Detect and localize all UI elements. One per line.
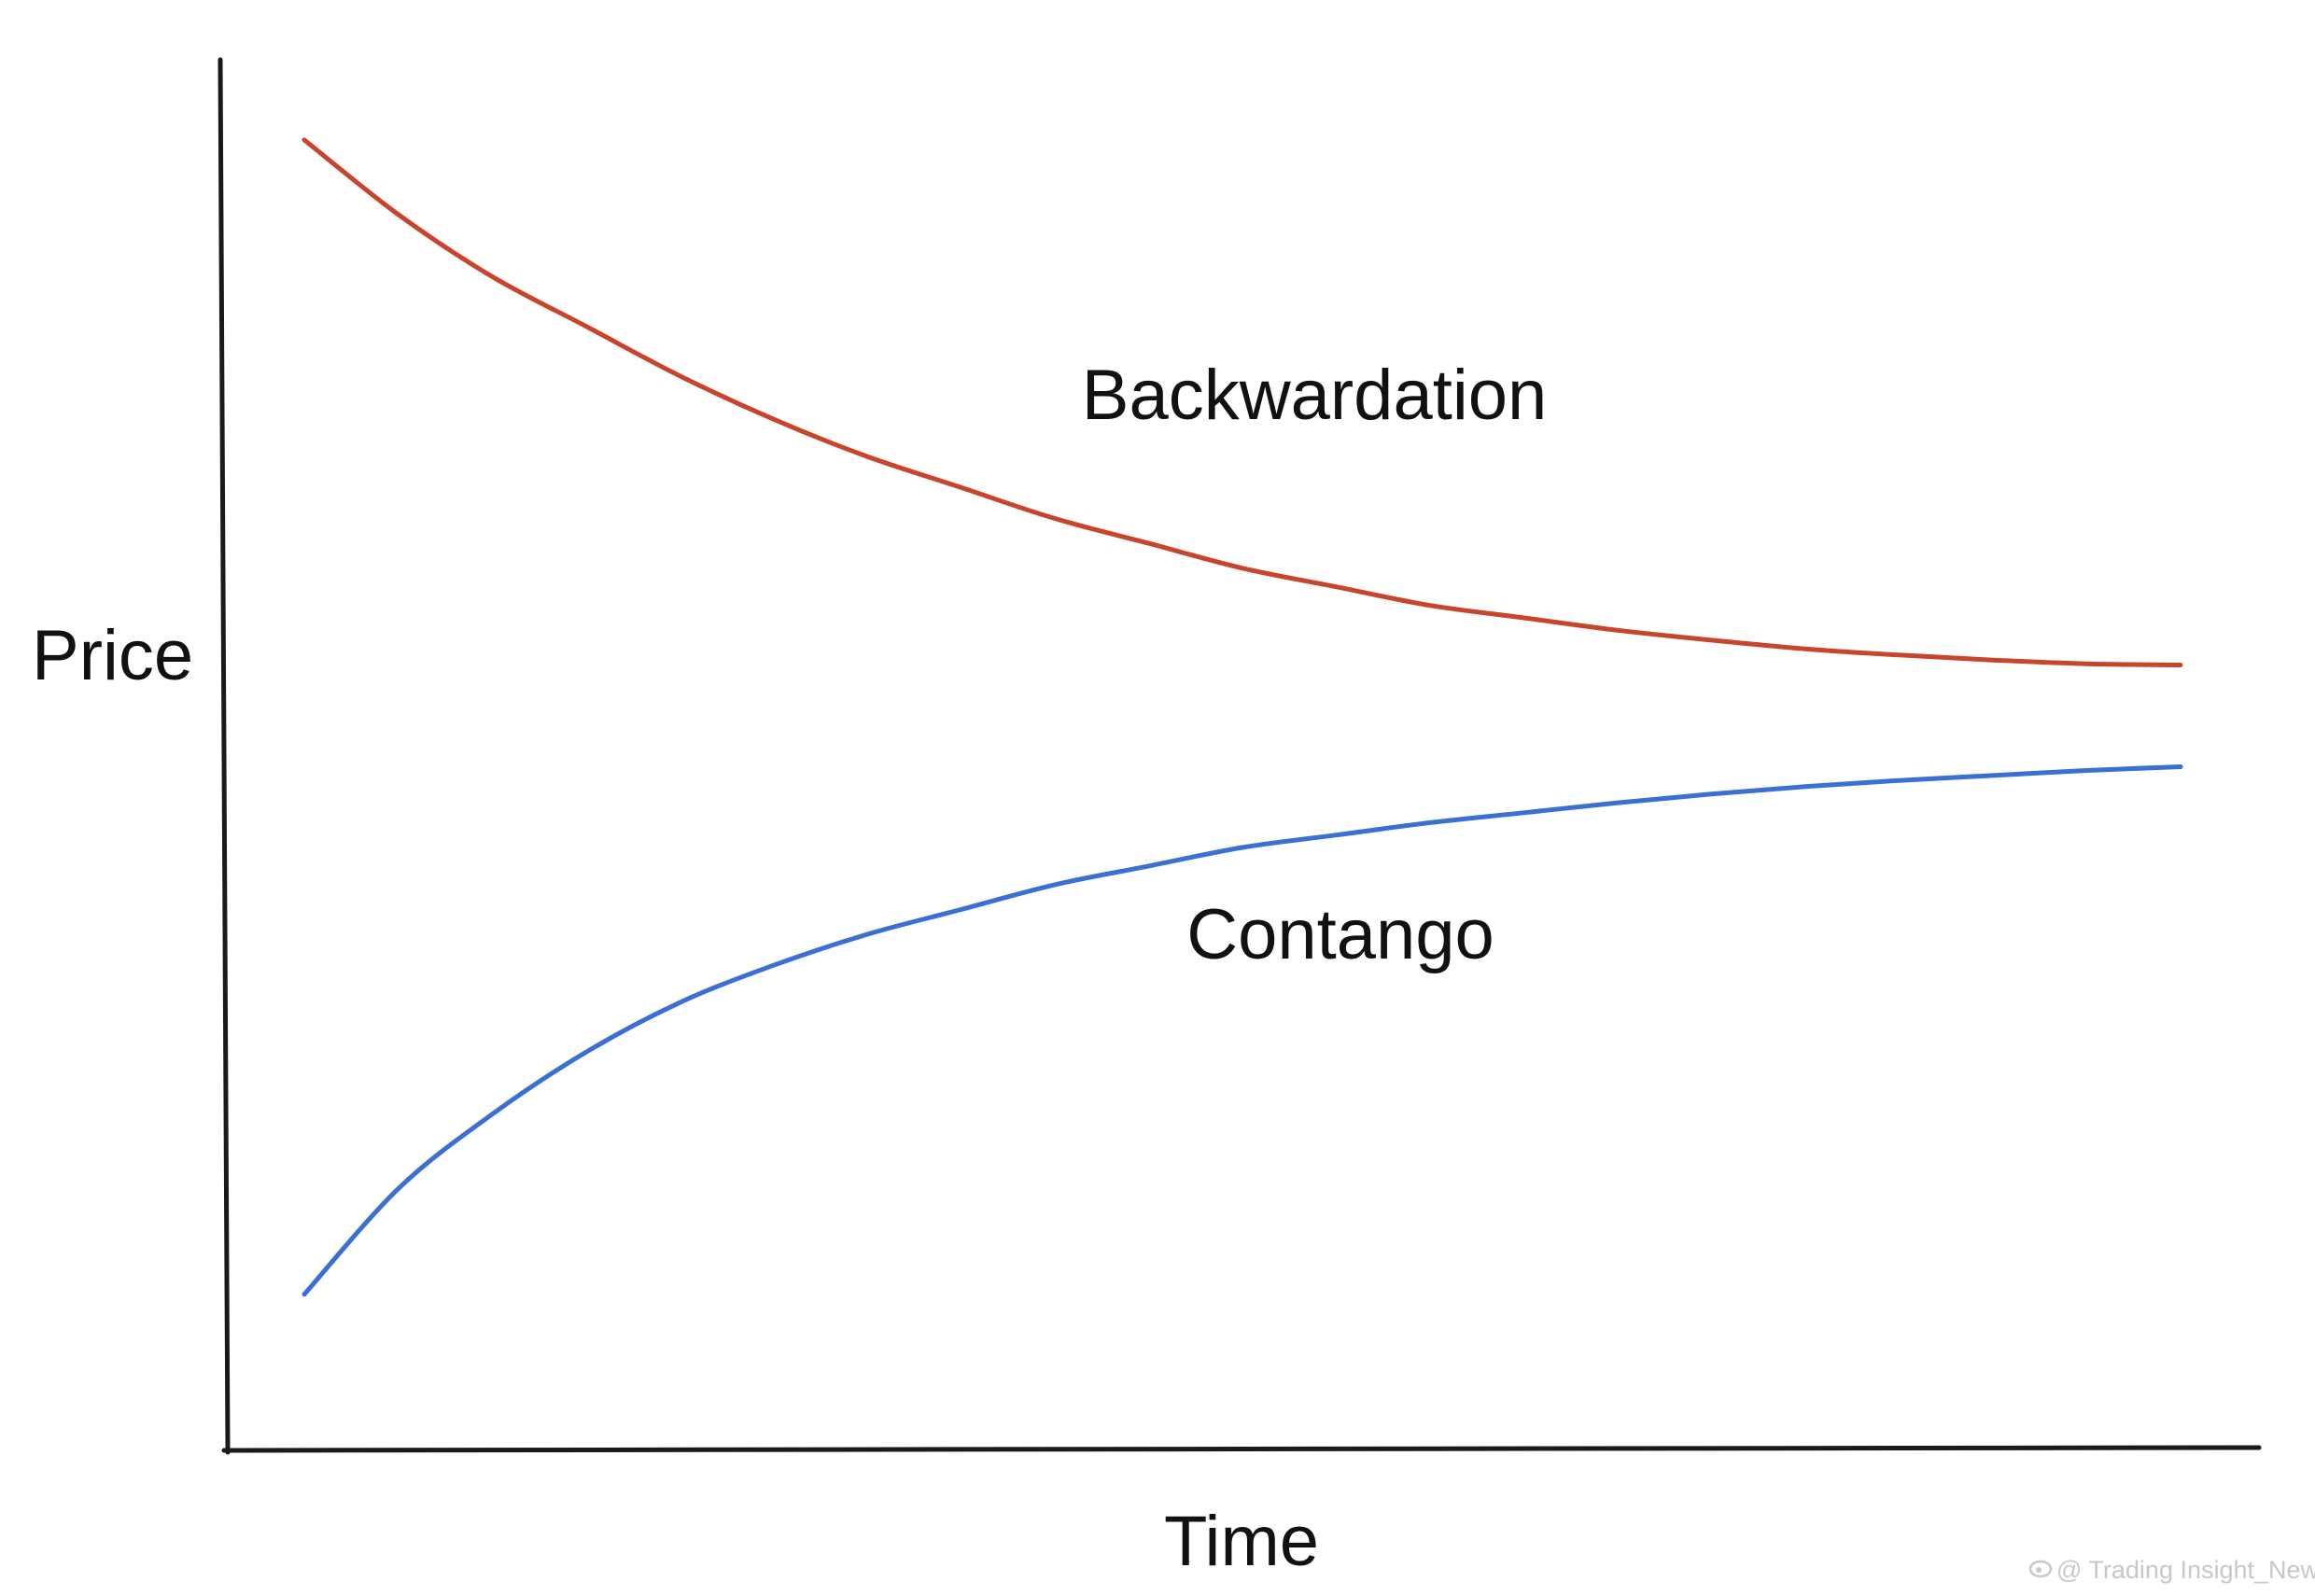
watermark-text: @ Trading Insight_News <box>2056 1556 2315 1584</box>
x-axis-title: Time <box>1164 1502 1319 1581</box>
series-line-backwardation <box>302 137 2183 667</box>
watermark: @ Trading Insight_News <box>2028 1556 2315 1584</box>
series-group <box>302 137 2183 1297</box>
series-label-contango: Contango <box>1186 895 1494 974</box>
series-line-contango <box>302 764 2183 1297</box>
y-axis <box>217 57 231 1455</box>
weibo-icon <box>2028 1560 2053 1578</box>
x-axis <box>221 1445 2262 1453</box>
y-axis-title: Price <box>32 616 193 695</box>
series-label-backwardation: Backwardation <box>1082 356 1548 435</box>
